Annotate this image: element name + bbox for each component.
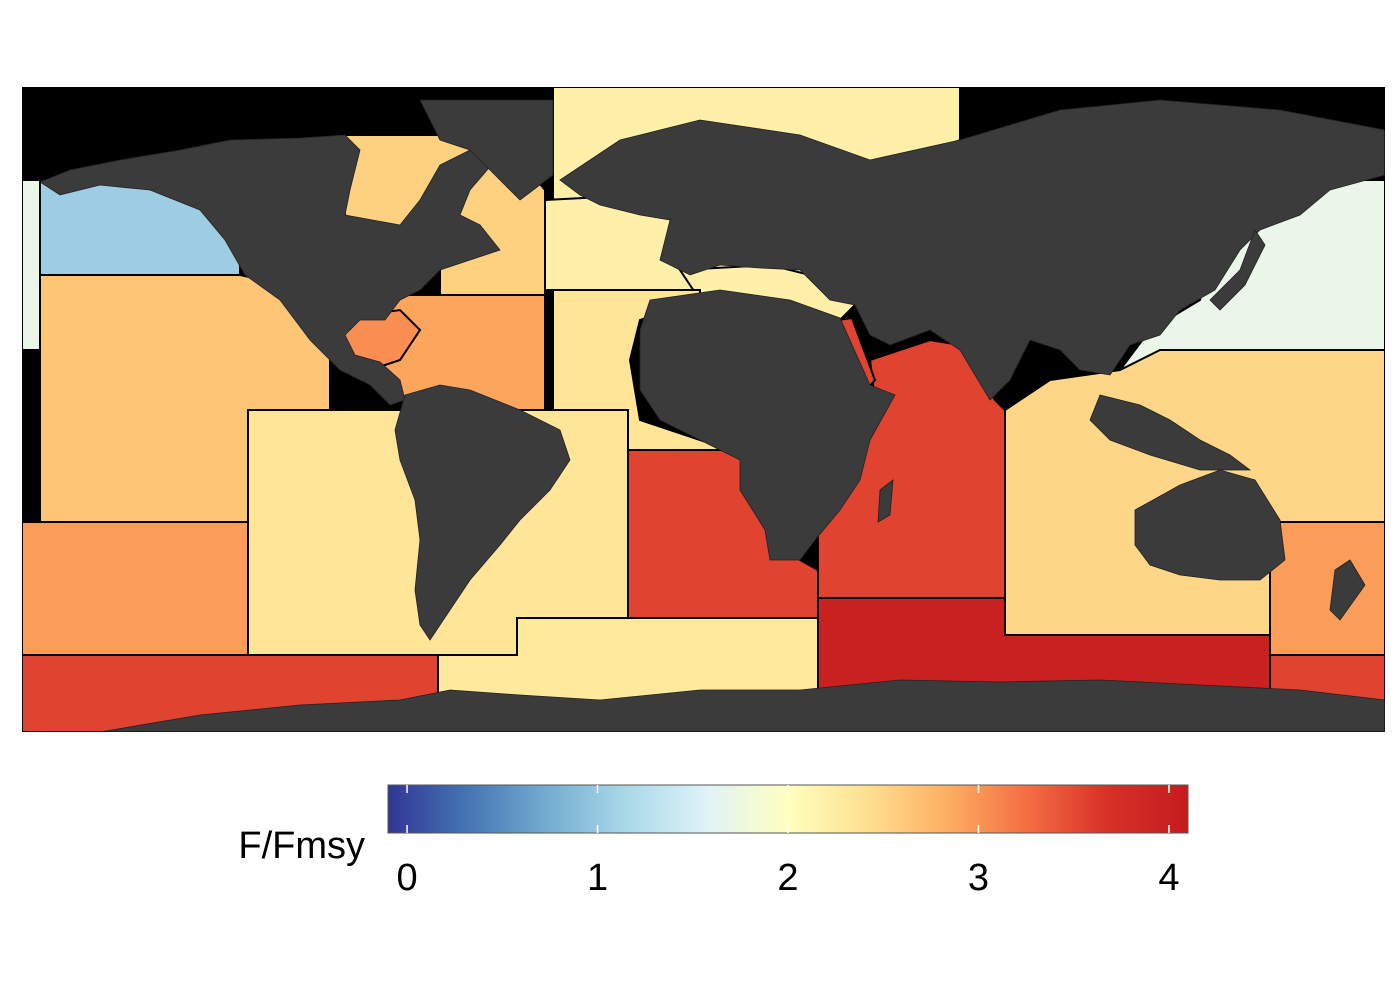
- north-america-land: [39, 134, 501, 406]
- colorbar-tick-label: 0: [396, 857, 417, 899]
- japan-land: [1209, 229, 1266, 311]
- south-america-land: [394, 384, 571, 641]
- colorbar-tick-label: 4: [1158, 857, 1179, 899]
- colorbar-tick-label: 3: [968, 857, 989, 899]
- map-panel: [22, 87, 1385, 732]
- region-southwest-pacific: [1269, 521, 1385, 656]
- australia-land: [1134, 469, 1286, 581]
- legend-title: F/Fmsy: [238, 825, 365, 867]
- antarctica-land: [99, 679, 1385, 732]
- southeast-asia-islands: [1089, 394, 1252, 471]
- landmasses: [39, 99, 1385, 732]
- colorbar-ticks: 0 1 2 3 4: [396, 785, 1180, 899]
- colorbar-tick-label: 2: [777, 857, 798, 899]
- madagascar-land: [877, 479, 894, 523]
- region-southeast-pacific: [22, 521, 249, 656]
- colorbar-legend: F/Fmsy 0 1 2 3 4: [238, 784, 1189, 899]
- colorbar-tick-label: 1: [587, 857, 608, 899]
- greenland-land: [419, 99, 554, 201]
- region-arctic-pacific-west: [22, 179, 41, 351]
- africa-land: [639, 289, 896, 561]
- new-zealand-land: [1329, 559, 1366, 621]
- eurasia-land: [559, 99, 1385, 401]
